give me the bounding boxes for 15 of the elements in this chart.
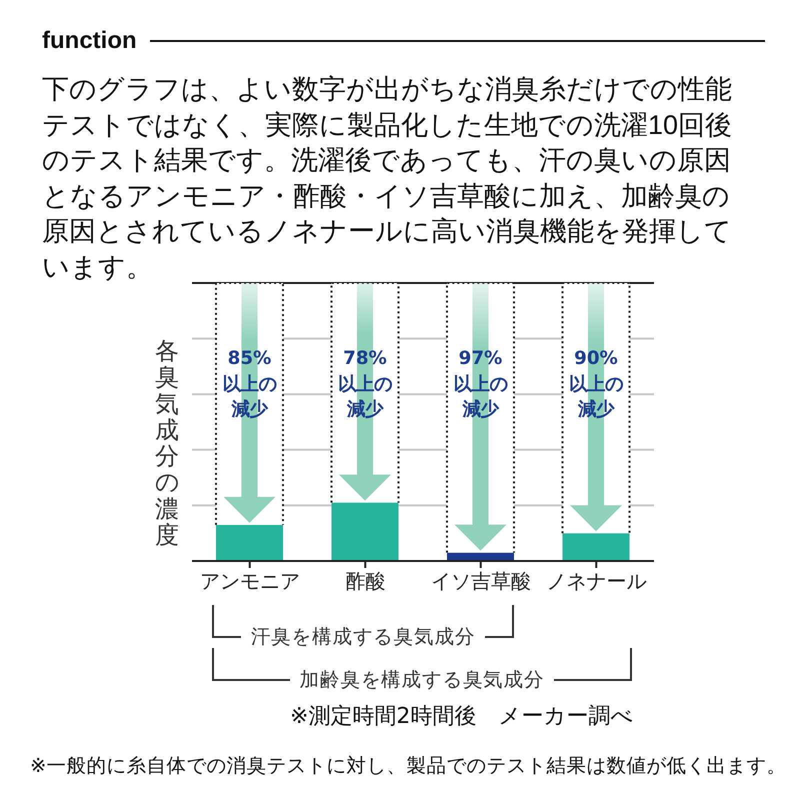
x-tick-label: アンモニア <box>200 569 300 594</box>
chart-subtitle: 下のグラフは、よい数字が出がちな消臭糸だけでの性能テストではなく、実際に製品化した生地での洗濯10回後のテスト結果です。洗濯後であっても、汗の臭いの原因となるアンモニア・酢酸・イソ吉草酸に加え、加齢臭の原因とされているノネナールに高い消臭機能を発揮しています。 <box>42 74 732 282</box>
bar <box>562 533 630 561</box>
text: 汗臭を構成する臭気成分 <box>240 625 486 648</box>
text: ※測定時間2時間後 メーカー調べ <box>290 704 634 729</box>
text: ※一般的に糸自体での消臭テストに対し、製品でのテスト結果は数値が低く出ます。 <box>30 754 786 777</box>
text: 加齢臭を構成する臭気成分 <box>290 668 554 691</box>
bar <box>447 552 514 561</box>
x-tick-label: イソ吉草酸 <box>430 569 531 594</box>
bar <box>216 524 283 561</box>
bar <box>332 502 398 561</box>
x-tick-label: 酢酸 <box>345 569 386 594</box>
chart-title: function <box>42 27 137 54</box>
y-axis-title: 各臭気成分の濃度 <box>155 337 180 549</box>
x-tick-label: ノネナール <box>546 569 646 594</box>
